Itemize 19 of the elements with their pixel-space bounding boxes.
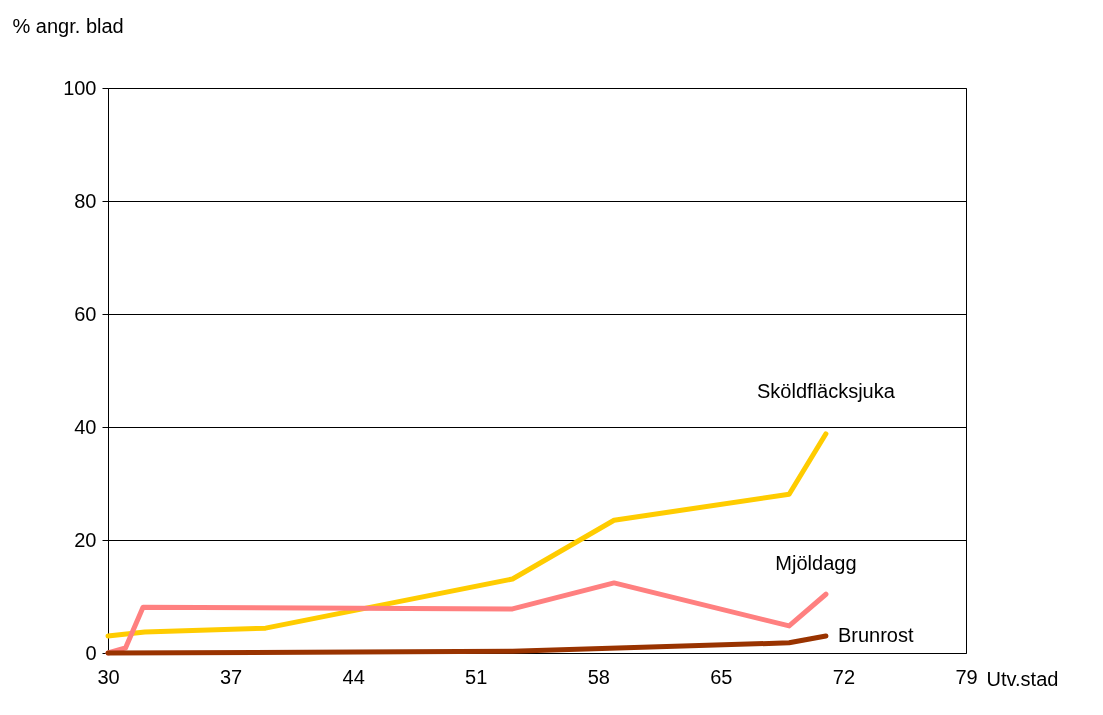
x-tick-label: 44 bbox=[342, 665, 365, 688]
y-tick-label: 0 bbox=[85, 641, 97, 664]
y-axis-title: % angr. blad bbox=[12, 14, 124, 37]
x-tick-label: 65 bbox=[710, 665, 733, 688]
x-tick-label: 58 bbox=[587, 665, 610, 688]
x-tick-label: 72 bbox=[832, 665, 856, 688]
series-label: Mjöldagg bbox=[775, 552, 857, 575]
x-axis-title: Utv.stad bbox=[986, 667, 1059, 690]
y-tick-label: 20 bbox=[74, 528, 97, 551]
text: Sköldfläcksjuka bbox=[757, 379, 896, 402]
x-tick-label: 79 bbox=[955, 665, 978, 688]
y-tick-label: 60 bbox=[74, 302, 97, 325]
x-tick-label: 37 bbox=[219, 665, 243, 688]
series-label: Brunrost bbox=[837, 624, 914, 647]
y-tick-label: 80 bbox=[74, 189, 97, 212]
x-tick-label: 51 bbox=[465, 665, 488, 688]
y-tick-label: 40 bbox=[74, 415, 97, 438]
y-tick-label: 100 bbox=[63, 76, 97, 99]
x-tick-label: 30 bbox=[97, 665, 120, 688]
